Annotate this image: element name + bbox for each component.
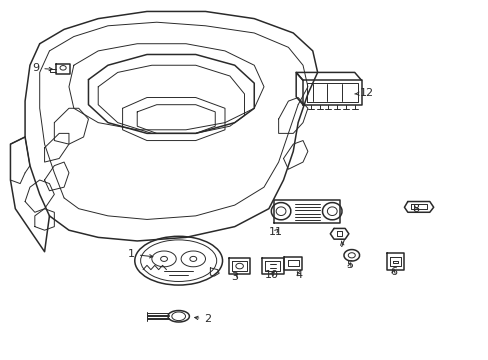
Text: 11: 11: [268, 227, 282, 237]
Text: 4: 4: [295, 270, 302, 280]
Text: 1: 1: [128, 249, 153, 259]
Text: 8: 8: [412, 204, 419, 215]
Text: 7: 7: [338, 239, 345, 249]
Text: 9: 9: [32, 63, 52, 73]
Text: 3: 3: [231, 272, 238, 282]
Text: 5: 5: [346, 260, 353, 270]
Text: 6: 6: [389, 267, 396, 277]
Text: 2: 2: [194, 314, 211, 324]
Text: 10: 10: [264, 270, 278, 280]
Text: 12: 12: [354, 88, 374, 98]
